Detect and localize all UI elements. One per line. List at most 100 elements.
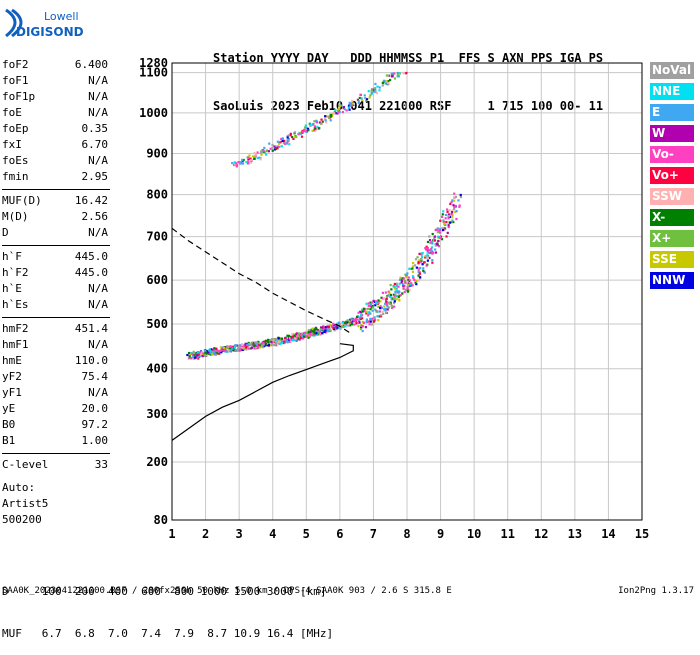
echo-dot <box>388 302 391 305</box>
echo-dot <box>347 323 350 326</box>
echo-dot <box>376 315 379 318</box>
echo-dot <box>364 307 367 311</box>
echo-dot <box>281 137 284 140</box>
echo-dot <box>421 263 424 266</box>
echo-dot <box>253 155 256 159</box>
echo-dot <box>309 123 312 126</box>
echo-dot <box>360 313 363 317</box>
echo-dot <box>358 96 361 100</box>
x-tick-label: 12 <box>534 527 548 540</box>
param-key: yF1 <box>2 386 22 399</box>
echo-dot <box>413 278 416 282</box>
echo-dot <box>397 285 400 288</box>
echo-dot <box>379 307 382 310</box>
echo-dot <box>369 312 372 315</box>
param-hme: hmE 110.0 <box>2 354 110 370</box>
echo-dot <box>418 272 421 275</box>
echo-dot <box>323 330 326 333</box>
echo-dot <box>321 120 324 123</box>
echo-dot <box>291 135 294 139</box>
ionogram-chart: 1 2 3 4 5 6 7 8 9 10 11 12 13 14 158020030040050060070… <box>140 56 649 540</box>
param-mufd: MUF(D) 16.42 <box>2 194 110 210</box>
x-tick-label: 11 <box>500 527 514 540</box>
echo-dot <box>256 156 259 160</box>
echo-dot <box>218 352 221 355</box>
echo-dot <box>244 342 247 345</box>
echo-dot <box>426 259 429 262</box>
echo-dot <box>337 111 341 114</box>
logo-line2: DIGISONDE <box>16 25 84 39</box>
echo-dot <box>338 326 341 329</box>
echo-dot <box>404 288 407 291</box>
echo-dot <box>276 340 279 343</box>
echo-dot <box>321 326 324 329</box>
echo-dot <box>234 344 237 347</box>
echo-dot <box>403 290 406 294</box>
echo-dot <box>288 334 291 337</box>
param-key: h`Es <box>2 298 29 311</box>
param-hf2: h`F2 445.0 <box>2 266 110 282</box>
echo-dot <box>289 134 292 137</box>
echo-dot <box>369 302 373 306</box>
echo-dot <box>395 295 399 298</box>
echo-dot <box>188 355 191 358</box>
echo-dot <box>246 344 249 348</box>
echo-dot <box>331 325 334 328</box>
echo-dot <box>415 279 418 282</box>
echo-dot <box>207 351 210 355</box>
echo-dot <box>277 142 281 145</box>
echo-dot <box>428 251 431 254</box>
echo-dot <box>447 224 450 227</box>
echo-dot <box>368 96 371 99</box>
echo-dot <box>382 308 386 311</box>
echo-dot <box>386 308 389 311</box>
echo-dot <box>286 136 289 139</box>
echo-dot <box>188 356 191 359</box>
echo-dot <box>302 335 306 338</box>
echo-dot <box>219 349 222 352</box>
echo-dot <box>395 287 398 290</box>
echo-dot <box>369 301 372 304</box>
echo-dot <box>425 245 428 248</box>
echo-dot <box>422 269 425 272</box>
echo-dot <box>424 256 427 259</box>
echo-dot <box>360 326 363 329</box>
echo-dot <box>311 333 315 336</box>
echo-dot <box>252 155 255 158</box>
echo-dot <box>308 333 312 336</box>
echo-dot <box>431 261 434 264</box>
echo-dot <box>358 316 362 319</box>
echo-dot <box>337 321 341 324</box>
echo-dot <box>286 139 289 142</box>
echo-dot <box>406 283 410 287</box>
echo-dot <box>249 161 253 164</box>
echo-dot <box>357 311 360 314</box>
echo-dot <box>437 239 440 243</box>
echo-dot <box>333 329 336 332</box>
echo-dot <box>297 337 300 340</box>
echo-dot <box>375 300 378 303</box>
param-key: MUF(D) <box>2 194 42 207</box>
echo-dot <box>411 284 414 287</box>
param-value: 445.0 <box>74 266 108 279</box>
echo-dot <box>248 343 252 346</box>
echo-dot <box>398 278 402 281</box>
echo-dot <box>259 158 262 161</box>
param-value: N/A <box>88 386 108 399</box>
echo-dot <box>280 342 283 345</box>
echo-dot <box>264 339 268 342</box>
echo-dot <box>283 139 286 143</box>
echo-dot <box>402 277 405 280</box>
echo-dot <box>222 348 225 351</box>
echo-dot <box>357 321 360 324</box>
echo-dot <box>372 299 375 302</box>
echo-dot <box>328 115 331 118</box>
echo-dot <box>413 264 417 267</box>
echo-dot <box>398 72 401 75</box>
y-tick-label: 300 <box>146 407 168 421</box>
echo-dot <box>398 282 401 285</box>
param-separator <box>2 245 110 246</box>
echo-dot <box>436 231 439 234</box>
echo-dot <box>365 302 368 305</box>
lowell-digisonde-logo: Lowell DIGISONDE <box>4 4 92 44</box>
